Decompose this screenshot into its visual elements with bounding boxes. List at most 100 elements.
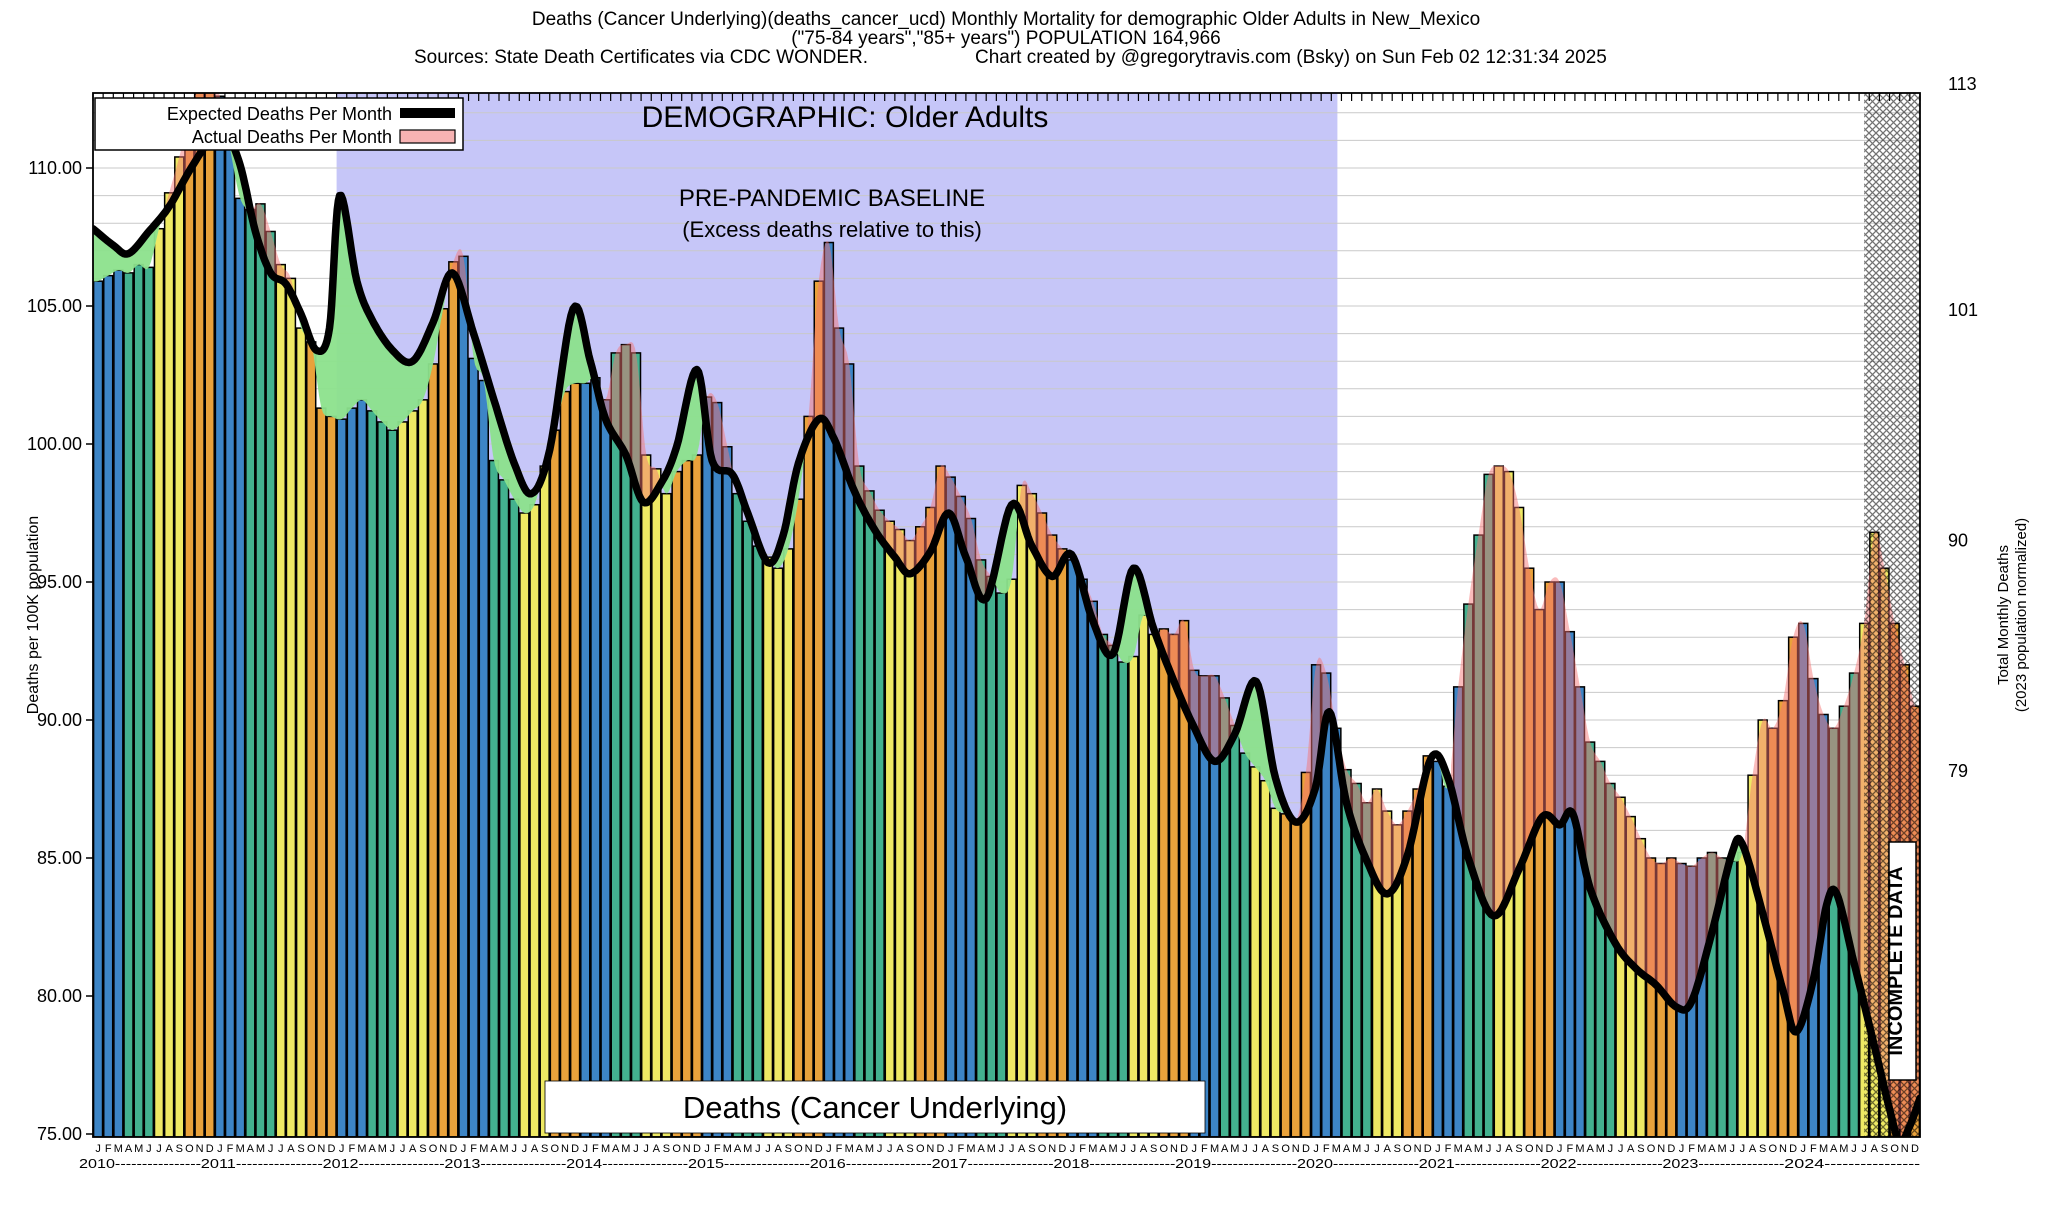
x-axis-month-label: N	[1170, 1143, 1178, 1155]
month-bar	[894, 528, 906, 1137]
month-bar	[1168, 633, 1180, 1137]
month-bar	[1584, 741, 1596, 1137]
x-axis-month-label: J	[156, 1143, 162, 1155]
month-bar	[1595, 760, 1606, 1137]
x-axis-month-label: J	[1486, 1143, 1492, 1155]
x-axis-year-label: 2017----------------	[932, 1156, 1054, 1171]
month-bar	[1452, 686, 1464, 1137]
x-axis-month-label: J	[522, 1143, 528, 1155]
month-bar	[925, 506, 936, 1137]
month-bar	[255, 203, 266, 1137]
x-axis-month-label: A	[1871, 1143, 1879, 1155]
x-axis-month-label: J	[877, 1143, 883, 1155]
month-bar	[316, 407, 327, 1137]
incomplete-label-box	[1888, 841, 1917, 1081]
x-axis-month-label: D	[1911, 1143, 1919, 1155]
baseline-annotation-line2: (Excess deaths relative to this)	[682, 217, 982, 242]
x-axis-month-label: S	[663, 1143, 670, 1155]
x-axis-month-label: A	[368, 1143, 376, 1155]
month-bar	[1300, 771, 1312, 1137]
month-bar	[184, 114, 195, 1137]
month-bar	[671, 470, 682, 1137]
x-axis-month-label: J	[1557, 1143, 1563, 1155]
x-axis-month-label: F	[1079, 1143, 1086, 1155]
x-axis-month-label: J	[1801, 1143, 1807, 1155]
chart-credit-note: Chart created by @gregorytravis.com (Bsk…	[975, 47, 1607, 68]
x-axis-month-label: J	[1313, 1143, 1319, 1155]
x-axis-month-label: J	[948, 1143, 954, 1155]
x-axis-month-label: A	[1586, 1143, 1594, 1155]
month-bar	[1412, 788, 1423, 1137]
x-axis-month-label: F	[1566, 1143, 1573, 1155]
x-axis-month-label: S	[1881, 1143, 1888, 1155]
legend-actual-label: Actual Deaths Per Month	[192, 127, 392, 147]
x-axis-month-label: J	[1851, 1143, 1857, 1155]
x-axis-month-label: D	[328, 1143, 336, 1155]
month-bar	[813, 280, 824, 1137]
legend-expected-label: Expected Deaths Per Month	[167, 104, 392, 124]
x-axis-month-label: N	[805, 1143, 813, 1155]
x-axis-month-label: M	[987, 1143, 996, 1155]
deficit-deaths-fill-area	[93, 217, 161, 282]
x-axis-month-label: J	[826, 1143, 832, 1155]
x-axis-month-label: M	[1819, 1143, 1828, 1155]
x-axis-month-label: D	[815, 1143, 823, 1155]
x-axis-month-label: M	[1352, 1143, 1361, 1155]
x-axis-month-label: M	[865, 1143, 874, 1155]
x-axis-month-label: J	[1252, 1143, 1258, 1155]
y2-axis-title-line1: Total Monthly Deaths	[1995, 545, 2012, 685]
x-axis-month-label: F	[470, 1143, 477, 1155]
x-axis-month-label: D	[1180, 1143, 1188, 1155]
month-bar	[1158, 628, 1170, 1137]
x-axis-month-label: J	[633, 1143, 639, 1155]
y-axis-tick-label: 110.00	[28, 158, 82, 178]
x-axis-month-label: M	[1108, 1143, 1117, 1155]
month-bar	[448, 261, 459, 1137]
x-axis-month-label: A	[409, 1143, 417, 1155]
x-axis-month-label: O	[1281, 1143, 1290, 1155]
deficit-deaths-fill-area	[1237, 681, 1295, 824]
month-bar	[1077, 578, 1088, 1137]
month-bar	[194, 93, 205, 1137]
x-axis-month-label: M	[134, 1143, 143, 1155]
month-bar	[986, 575, 997, 1137]
x-axis-month-label: M	[1088, 1143, 1097, 1155]
x-axis-month-label: N	[561, 1143, 569, 1155]
month-bar	[498, 479, 510, 1137]
x-axis-year-label: 2021----------------	[1419, 1156, 1541, 1171]
month-bar	[935, 465, 946, 1137]
bottom-label-box	[544, 1080, 1206, 1134]
x-axis-month-label: J	[1608, 1143, 1614, 1155]
x-axis-month-label: A	[1140, 1143, 1148, 1155]
month-bar	[569, 382, 581, 1137]
month-bar	[1848, 672, 1860, 1137]
month-bar	[752, 545, 764, 1137]
x-axis-month-label: J	[339, 1143, 345, 1155]
month-bar	[1747, 774, 1758, 1137]
month-bar	[397, 421, 408, 1137]
x-axis-year-label: 2013----------------	[444, 1156, 566, 1171]
month-bar	[559, 390, 571, 1137]
x-axis-month-label: F	[1323, 1143, 1330, 1155]
x-axis-month-label: N	[1414, 1143, 1422, 1155]
month-bar	[174, 156, 185, 1137]
x-axis-month-label: O	[1769, 1143, 1778, 1155]
month-bar	[1371, 788, 1383, 1137]
excess-deaths-fill-area	[1157, 619, 1235, 762]
month-bar	[1209, 675, 1220, 1137]
month-bar	[1016, 484, 1027, 1137]
chart-title-line1: Deaths (Cancer Underlying)(deaths_cancer…	[532, 9, 1480, 30]
x-axis-month-label: F	[1810, 1143, 1817, 1155]
x-axis-month-label: O	[916, 1143, 925, 1155]
month-bar	[1361, 802, 1373, 1137]
x-axis-month-label: S	[1394, 1143, 1401, 1155]
x-axis-month-label: D	[571, 1143, 579, 1155]
month-bar	[1534, 608, 1545, 1137]
x-axis-month-label: O	[551, 1143, 560, 1155]
x-axis-month-label: J	[1120, 1143, 1126, 1155]
month-bar	[630, 352, 642, 1137]
month-bar	[1676, 862, 1687, 1137]
x-axis-month-label: M	[1454, 1143, 1463, 1155]
month-bar	[1513, 506, 1525, 1137]
x-axis-month-label: J	[278, 1143, 284, 1155]
